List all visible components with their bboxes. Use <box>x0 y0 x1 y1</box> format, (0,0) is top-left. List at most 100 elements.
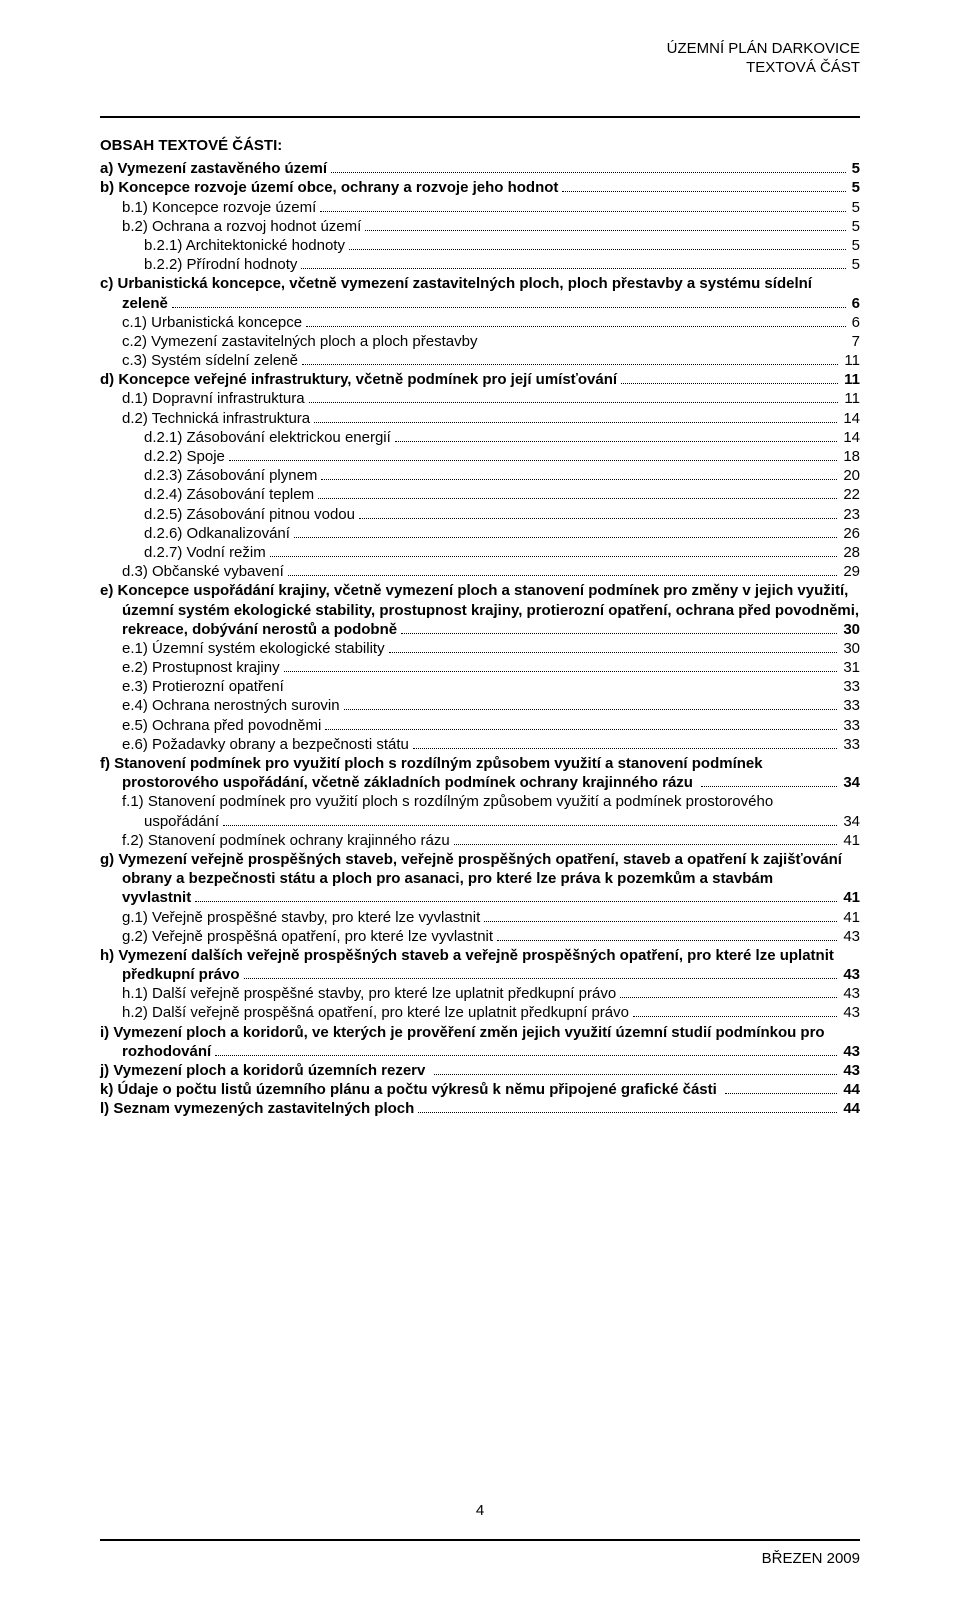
toc-leader-dots <box>309 391 839 403</box>
toc-page: 11 <box>842 351 860 370</box>
toc-leader-dots <box>620 986 837 998</box>
toc-page: 26 <box>841 524 860 543</box>
toc-row: d.2.4) Zásobování teplem 22 <box>100 485 860 504</box>
toc-page: 33 <box>841 696 860 715</box>
toc-row: d.2.2) Spoje 18 <box>100 447 860 466</box>
toc-row: c.2) Vymezení zastavitelných ploch a plo… <box>100 332 860 351</box>
toc-leader-dots <box>320 200 845 212</box>
toc-row: b.1) Koncepce rozvoje území5 <box>100 198 860 217</box>
toc-leader-dots <box>349 238 846 250</box>
toc-leader-dots <box>484 910 837 922</box>
toc-row: d.1) Dopravní infrastruktura11 <box>100 389 860 408</box>
toc-leader-dots <box>195 890 837 902</box>
toc-row: d.2.6) Odkanalizování 26 <box>100 524 860 543</box>
toc-page: 23 <box>841 505 860 524</box>
toc-label: e.1) Územní systém ekologické stability <box>122 639 385 658</box>
toc-page: 31 <box>841 658 860 677</box>
toc-label: d.1) Dopravní infrastruktura <box>122 389 305 408</box>
toc-row: e.5) Ochrana před povodněmi 33 <box>100 716 860 735</box>
toc-row: rozhodování 43 <box>100 1042 860 1061</box>
toc-leader-dots <box>302 353 839 365</box>
toc-page: 5 <box>850 217 860 236</box>
toc-label: prostorového uspořádání, včetně základní… <box>122 773 697 792</box>
toc-row: c.1) Urbanistická koncepce 6 <box>100 313 860 332</box>
toc-label: obrany a bezpečnosti státu a ploch pro a… <box>122 869 773 888</box>
toc-row: f.2) Stanovení podmínek ochrany krajinné… <box>100 831 860 850</box>
toc-row: e) Koncepce uspořádání krajiny, včetně v… <box>100 581 860 600</box>
toc-label: rekreace, dobývání nerostů a podobně <box>122 620 397 639</box>
toc-label: územní systém ekologické stability, pros… <box>122 601 859 620</box>
toc-leader-dots <box>288 564 838 576</box>
toc-row: j) Vymezení ploch a koridorů územních re… <box>100 1061 860 1080</box>
toc-label: h.2) Další veřejně prospěšná opatření, p… <box>122 1003 629 1022</box>
toc-leader-dots <box>215 1044 837 1056</box>
footer-text: BŘEZEN 2009 <box>762 1550 860 1567</box>
toc-label: b.2.2) Přírodní hodnoty <box>144 255 297 274</box>
toc-label: f.1) Stanovení podmínek pro využití ploc… <box>122 792 773 811</box>
toc-label: d.2.6) Odkanalizování <box>144 524 290 543</box>
toc-label: j) Vymezení ploch a koridorů územních re… <box>100 1061 430 1080</box>
toc-title: OBSAH TEXTOVÉ ČÁSTI: <box>100 136 860 155</box>
toc-page: 43 <box>841 927 860 946</box>
toc-leader-dots <box>497 929 837 941</box>
toc-leader-dots <box>701 775 837 787</box>
toc-label: d.2) Technická infrastruktura <box>122 409 310 428</box>
toc-label: předkupní právo <box>122 965 240 984</box>
toc-leader-dots <box>344 698 838 710</box>
toc-label: d) Koncepce veřejné infrastruktury, včet… <box>100 370 617 389</box>
toc-label: b.2) Ochrana a rozvoj hodnot území <box>122 217 361 236</box>
toc-label: i) Vymezení ploch a koridorů, ve kterých… <box>100 1023 825 1042</box>
toc-leader-dots <box>270 545 838 557</box>
toc-label: h) Vymezení dalších veřejně prospěšných … <box>100 946 834 965</box>
toc-label: e.4) Ochrana nerostných surovin <box>122 696 340 715</box>
toc-leader-dots <box>172 296 846 308</box>
toc-leader-dots <box>418 1101 837 1113</box>
toc-row: b) Koncepce rozvoje území obce, ochrany … <box>100 178 860 197</box>
toc-label: f.2) Stanovení podmínek ochrany krajinné… <box>122 831 450 850</box>
toc-label: d.2.2) Spoje <box>144 447 225 466</box>
toc-page: 5 <box>850 236 860 255</box>
toc-label: h.1) Další veřejně prospěšné stavby, pro… <box>122 984 616 1003</box>
header-line2: TEXTOVÁ ČÁST <box>667 59 860 78</box>
toc-leader-dots <box>359 507 837 519</box>
toc-label: d.2.4) Zásobování teplem <box>144 485 314 504</box>
toc-row: i) Vymezení ploch a koridorů, ve kterých… <box>100 1023 860 1042</box>
toc-leader-dots <box>725 1082 837 1094</box>
toc-row: b.2) Ochrana a rozvoj hodnot území 5 <box>100 217 860 236</box>
toc-page: 43 <box>841 1042 860 1061</box>
toc-label: k) Údaje o počtu listů územního plánu a … <box>100 1080 721 1099</box>
toc-row: e.2) Prostupnost krajiny 31 <box>100 658 860 677</box>
footer-rule <box>100 1539 860 1541</box>
toc-label: e.3) Protierozní opatření <box>122 677 284 696</box>
toc-page: 5 <box>850 178 860 197</box>
toc-page: 43 <box>841 1061 860 1080</box>
toc-leader-dots <box>413 737 837 749</box>
toc-row: d.2.7) Vodní režim 28 <box>100 543 860 562</box>
toc-leader-dots <box>365 219 845 231</box>
toc-row: předkupní právo 43 <box>100 965 860 984</box>
toc-label: d.2.5) Zásobování pitnou vodou <box>144 505 355 524</box>
toc-page: 14 <box>841 409 860 428</box>
toc-page: 11 <box>842 370 860 389</box>
toc-leader-dots <box>434 1063 838 1075</box>
header-right: ÚZEMNÍ PLÁN DARKOVICE TEXTOVÁ ČÁST <box>667 40 860 78</box>
toc-label: d.2.7) Vodní režim <box>144 543 266 562</box>
toc-row: rekreace, dobývání nerostů a podobně 30 <box>100 620 860 639</box>
toc-page: 20 <box>841 466 860 485</box>
toc-page: 6 <box>850 294 860 313</box>
toc-label: l) Seznam vymezených zastavitelných ploc… <box>100 1099 414 1118</box>
toc-row: k) Údaje o počtu listů územního plánu a … <box>100 1080 860 1099</box>
toc-label: c.3) Systém sídelní zeleně <box>122 351 298 370</box>
toc-leader-dots <box>401 622 837 634</box>
toc-page: 44 <box>841 1080 860 1099</box>
toc-row: f) Stanovení podmínek pro využití ploch … <box>100 754 860 773</box>
toc-label: f) Stanovení podmínek pro využití ploch … <box>100 754 763 773</box>
toc-page: 6 <box>850 313 860 332</box>
toc-leader-dots <box>318 487 837 499</box>
toc-row: vyvlastnit 41 <box>100 888 860 907</box>
toc-leader-dots <box>294 526 837 538</box>
header-rule <box>100 116 860 118</box>
toc-row: c) Urbanistická koncepce, včetně vymezen… <box>100 274 860 293</box>
toc-leader-dots <box>562 180 845 192</box>
toc-label: vyvlastnit <box>122 888 191 907</box>
